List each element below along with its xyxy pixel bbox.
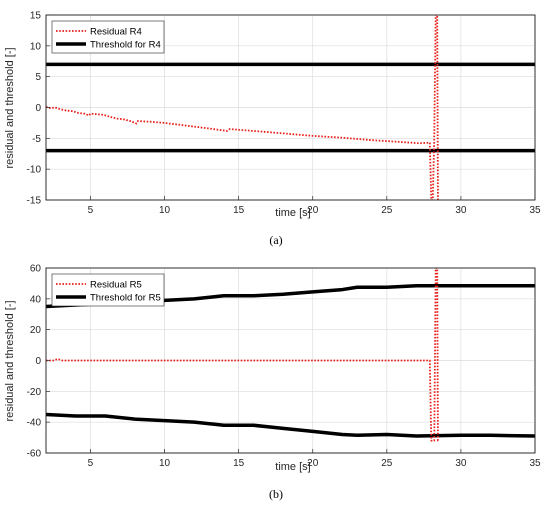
x-ticks-a: 5 10 15 20 25 30 35 [88, 196, 541, 216]
legend-label-threshold-r4: Threshold for R4 [90, 40, 161, 51]
x-tick-label: 5 [88, 205, 94, 216]
x-tick-label: 25 [381, 205, 393, 216]
x-tick-label: 35 [529, 205, 541, 216]
y-tick-label: 20 [30, 325, 42, 336]
y-tick-label: -60 [27, 449, 42, 460]
legend-box-b [51, 273, 165, 307]
y-tick-label: -10 [27, 165, 42, 176]
legend-a: Residual R4 Threshold for R4 [51, 20, 165, 54]
legend-label-threshold-r5: Threshold for R5 [90, 293, 161, 304]
caption-b: (b) [269, 487, 283, 501]
y-axis-label-a: residual and threshold [-] [4, 47, 16, 168]
y-axis-label-b: residual and threshold [-] [4, 300, 16, 421]
y-tick-label: 0 [35, 103, 41, 114]
x-tick-label: 30 [455, 205, 467, 216]
x-axis-label-a: time [s] [275, 207, 310, 219]
y-tick-label: 15 [30, 11, 42, 22]
panel-a: -15 -10 -5 0 5 10 15 5 10 15 20 25 30 35 time [s] re… [4, 11, 541, 248]
y-ticks-a: -15 -10 -5 0 5 10 15 [27, 11, 50, 207]
x-tick-label: 5 [88, 458, 94, 469]
threshold-lower-line [46, 412, 535, 438]
x-tick-label: 25 [381, 458, 393, 469]
residual-line [46, 15, 439, 200]
y-tick-label: -5 [32, 134, 41, 145]
y-tick-label: -40 [27, 418, 42, 429]
x-tick-label: 15 [233, 458, 245, 469]
caption-a: (a) [269, 233, 282, 247]
x-ticks-b: 5 10 15 20 25 30 35 [88, 449, 541, 469]
legend-label-residual-r5: Residual R5 [90, 280, 142, 291]
y-tick-label: 10 [30, 41, 42, 52]
x-tick-label: 10 [159, 458, 171, 469]
legend-box-a [51, 20, 165, 54]
x-tick-label: 20 [307, 205, 319, 216]
x-tick-label: 10 [159, 205, 171, 216]
x-tick-label: 15 [233, 205, 245, 216]
y-tick-label: 5 [35, 72, 41, 83]
legend-label-residual-r4: Residual R4 [90, 27, 142, 38]
y-tick-label: -15 [27, 196, 42, 207]
y-tick-label: 40 [30, 294, 42, 305]
y-tick-label: 60 [30, 264, 42, 275]
x-tick-label: 30 [455, 458, 467, 469]
y-ticks-b: -60 -40 -20 0 20 40 60 [27, 264, 50, 460]
y-tick-label: 0 [35, 356, 41, 367]
x-tick-label: 35 [529, 458, 541, 469]
x-axis-label-b: time [s] [275, 461, 310, 473]
x-tick-label: 20 [307, 458, 319, 469]
y-tick-label: -20 [27, 387, 42, 398]
legend-b: Residual R5 Threshold for R5 [51, 273, 165, 307]
residual-line [46, 268, 439, 442]
series-a [45, 14, 536, 201]
